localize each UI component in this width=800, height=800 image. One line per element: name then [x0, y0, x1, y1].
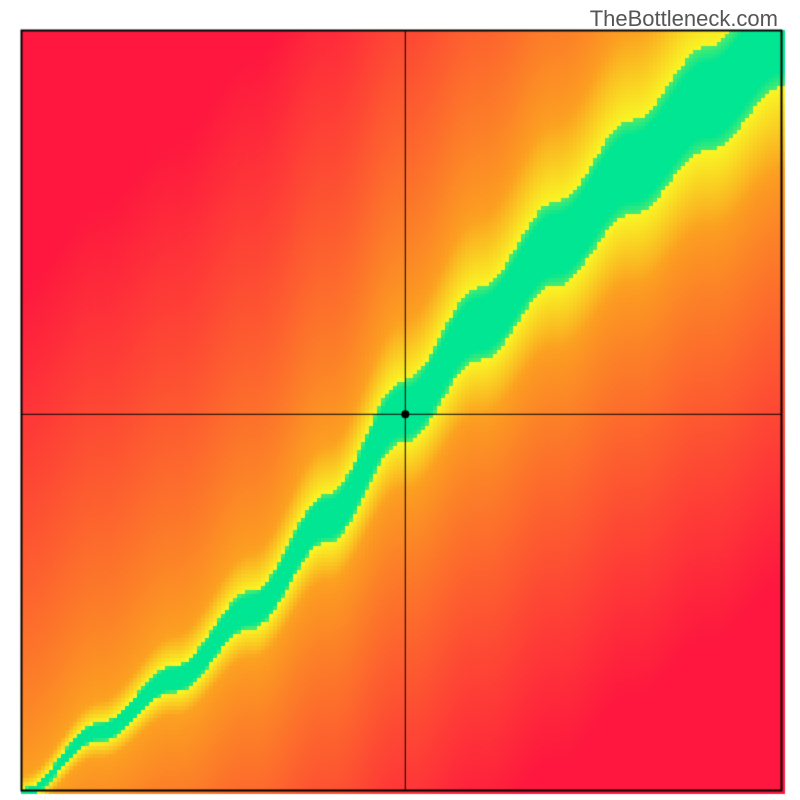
bottleneck-heatmap: [0, 0, 800, 800]
chart-container: TheBottleneck.com: [0, 0, 800, 800]
watermark-text: TheBottleneck.com: [590, 6, 778, 32]
